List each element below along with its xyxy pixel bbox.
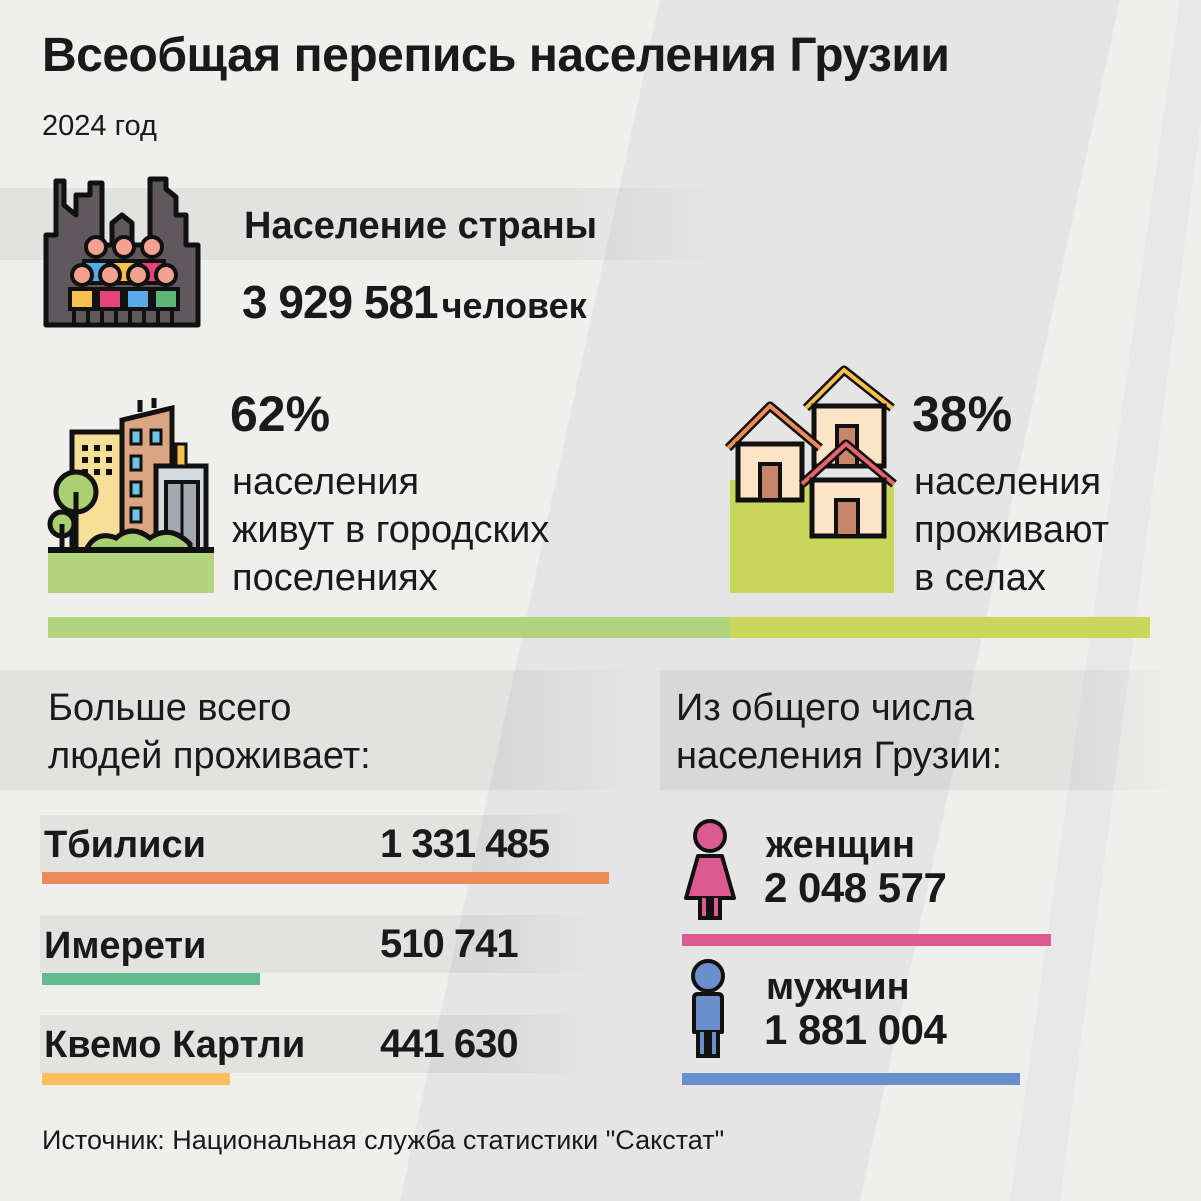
page-title: Всеобщая перепись населения Грузии: [42, 29, 950, 82]
population-number: 3 929 581: [242, 276, 439, 328]
female-label: женщин: [766, 824, 915, 866]
source-note: Источник: Национальная служба статистики…: [42, 1125, 725, 1155]
gender-heading-shade: [660, 670, 1180, 790]
urban-line-3: поселениях: [232, 557, 438, 599]
rural-line-2: проживают: [914, 509, 1110, 551]
region-value-imereti: 510 741: [380, 922, 519, 966]
population-label: Население страны: [244, 205, 598, 247]
male-label: мужчин: [766, 966, 910, 1008]
regions-heading-line-1: Больше всего: [48, 687, 292, 729]
urban-description: населения живут в городских поселениях: [232, 458, 549, 602]
rural-line-1: населения: [914, 461, 1102, 503]
urban-share-bar: [48, 617, 730, 638]
regions-heading-shade: [0, 670, 640, 790]
region-value-tbilisi: 1 331 485: [380, 822, 550, 866]
population-unit: человек: [441, 285, 587, 326]
region-name-imereti: Имерети: [44, 925, 207, 967]
female-value: 2 048 577: [764, 864, 947, 911]
male-person-icon: [686, 958, 736, 1063]
region-name-tbilisi: Тбилиси: [44, 824, 207, 866]
population-value: 3 929 581 человек: [242, 275, 587, 329]
rural-line-3: в селах: [914, 557, 1046, 599]
rural-percent: 38%: [912, 386, 1013, 442]
region-value-kvemo-kartli: 441 630: [380, 1022, 519, 1066]
regions-heading: Больше всего людей проживает:: [48, 684, 371, 780]
urban-line-1: населения: [232, 461, 420, 503]
region-bar-tbilisi: [42, 872, 609, 884]
page-subtitle: 2024 год: [42, 110, 157, 142]
urban-percent: 62%: [230, 386, 331, 442]
regions-heading-line-2: людей проживает:: [48, 735, 371, 777]
region-name-kvemo-kartli: Квемо Картли: [44, 1024, 306, 1066]
gender-heading-line-1: Из общего числа: [676, 687, 975, 729]
female-bar: [682, 934, 1051, 946]
region-row-shade-3: [40, 1015, 600, 1073]
female-person-icon: [682, 818, 738, 923]
rural-description: населения проживают в селах: [914, 458, 1109, 602]
city-buildings-icon: [46, 390, 216, 595]
region-row-shade-1: [40, 815, 600, 873]
male-value: 1 881 004: [764, 1006, 947, 1053]
crowd-city-icon: [42, 175, 206, 329]
male-bar: [682, 1073, 1020, 1085]
region-bar-imereti: [42, 973, 260, 985]
region-bar-kvemo-kartli: [42, 1073, 230, 1085]
region-row-shade-2: [40, 915, 600, 973]
rural-share-bar: [730, 617, 1150, 638]
village-houses-icon: [724, 360, 904, 595]
urban-line-2: живут в городских: [232, 509, 550, 551]
gender-heading-line-2: населения Грузии:: [676, 735, 1003, 777]
gender-heading: Из общего числа населения Грузии:: [676, 684, 1002, 780]
